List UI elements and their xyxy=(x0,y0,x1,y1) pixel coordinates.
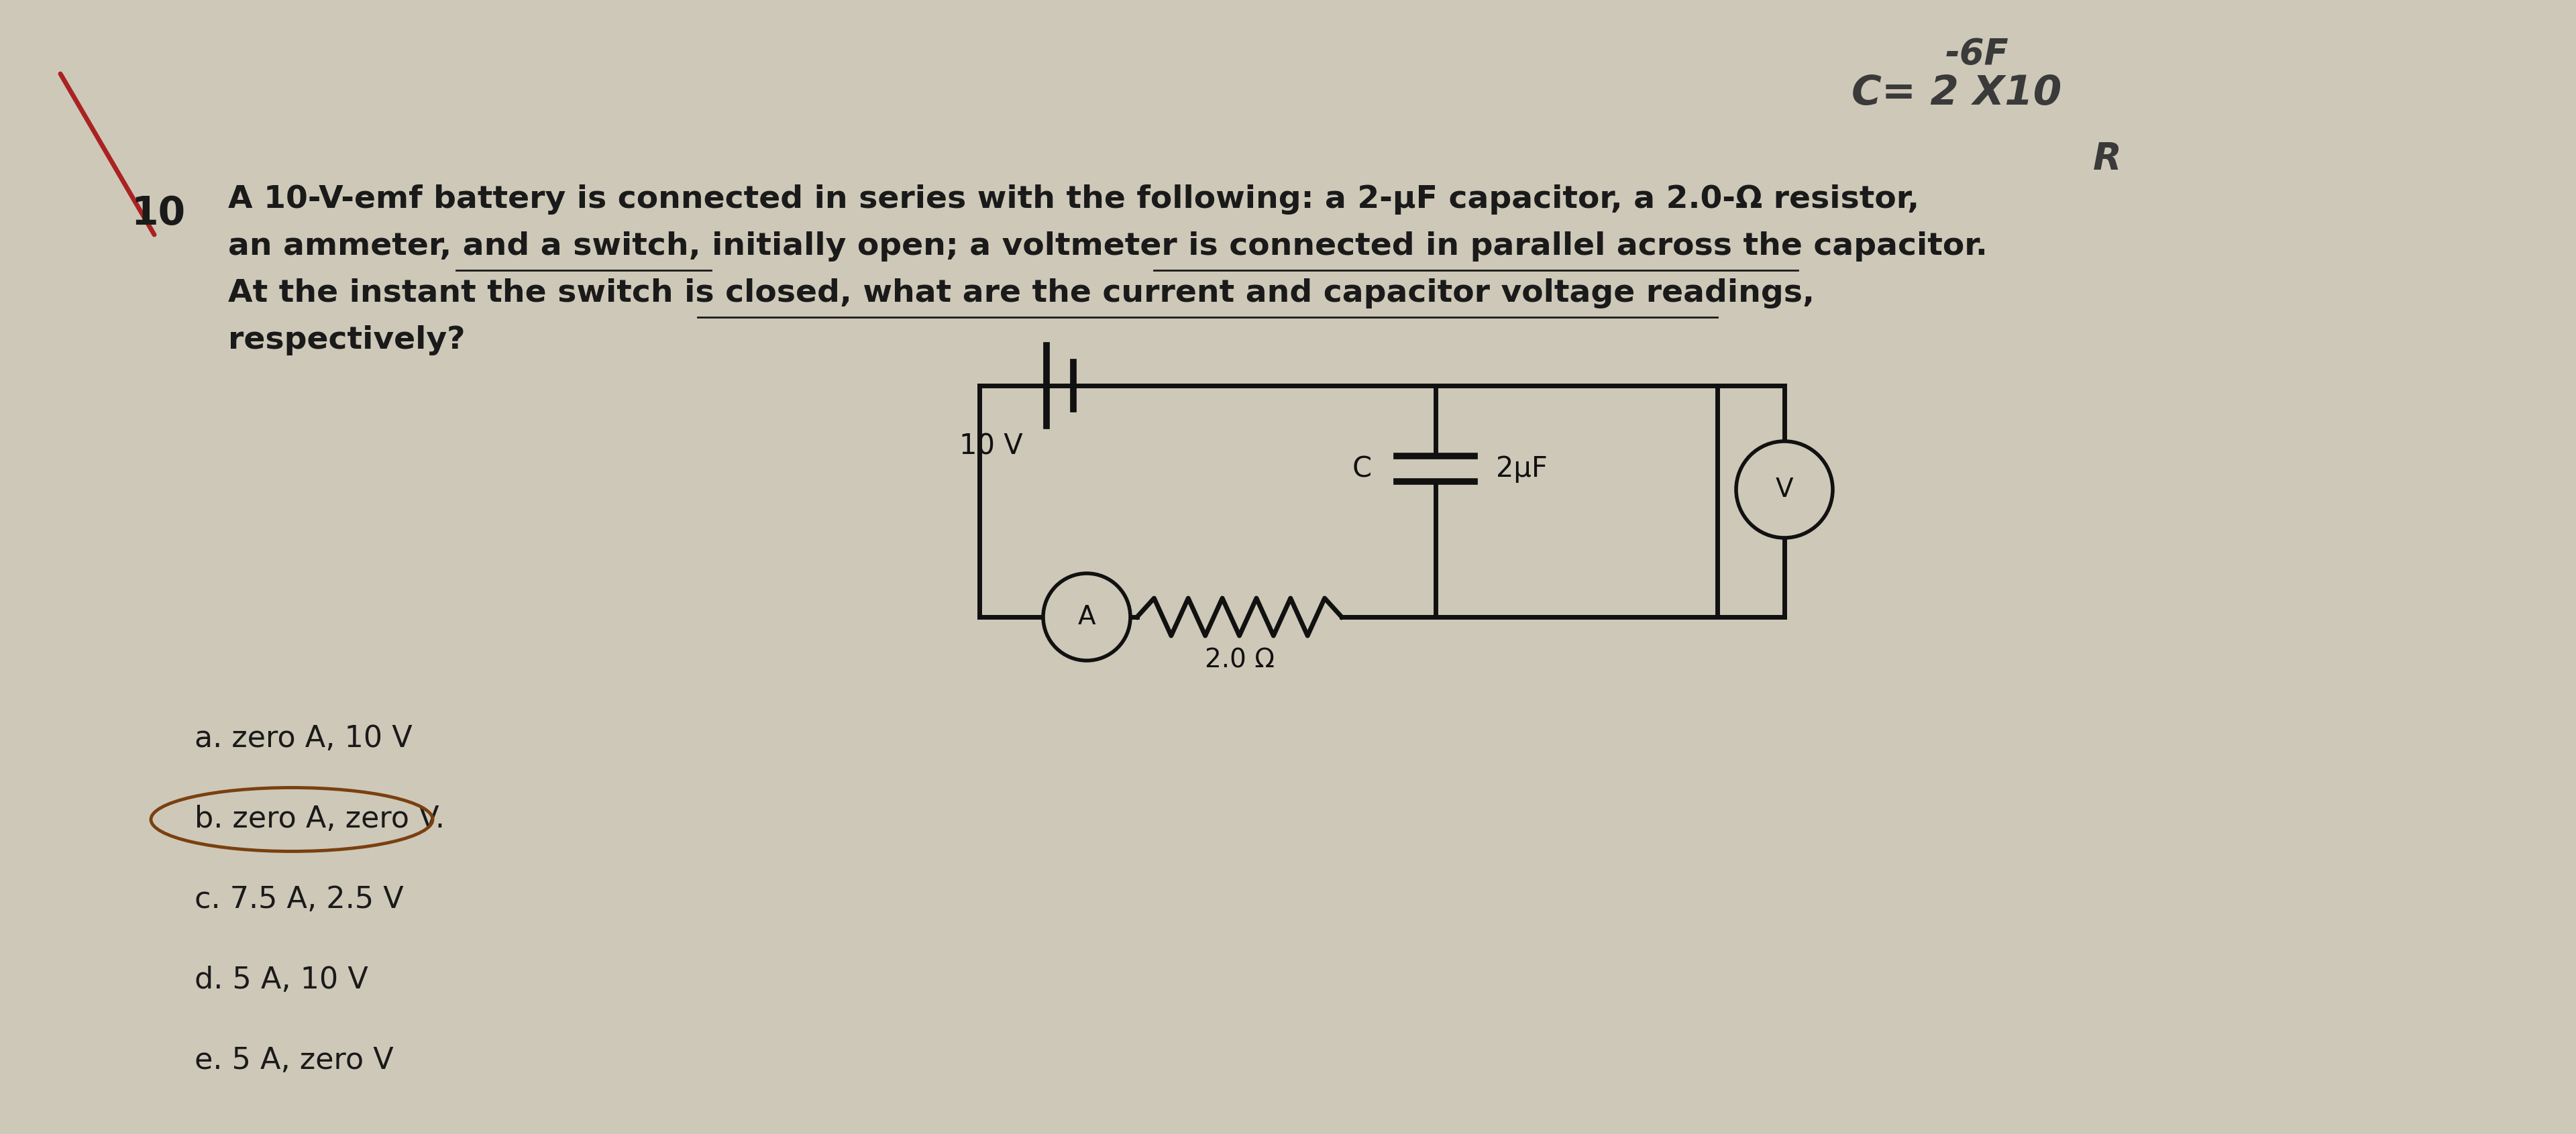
Text: c. 7.5 A, 2.5 V: c. 7.5 A, 2.5 V xyxy=(196,886,404,914)
Text: -6F: -6F xyxy=(1945,37,2009,71)
Text: an ammeter, and a switch, initially open; a voltmeter is connected in parallel a: an ammeter, and a switch, initially open… xyxy=(229,231,1989,262)
Text: At the instant the switch is closed, what are the current and capacitor voltage : At the instant the switch is closed, wha… xyxy=(229,278,1814,308)
Circle shape xyxy=(1736,441,1832,538)
Text: 2μF: 2μF xyxy=(1497,455,1548,483)
Text: A 10-V-emf battery is connected in series with the following: a 2-μF capacitor, : A 10-V-emf battery is connected in serie… xyxy=(229,185,1919,214)
Text: C= 2 X10: C= 2 X10 xyxy=(1852,74,2061,113)
Text: respectively?: respectively? xyxy=(229,325,466,355)
Text: V: V xyxy=(1775,476,1793,502)
Circle shape xyxy=(1043,574,1131,660)
Text: b. zero A, zero V.: b. zero A, zero V. xyxy=(196,805,446,833)
Text: 10: 10 xyxy=(131,194,185,232)
Text: C: C xyxy=(1352,455,1370,483)
Text: a. zero A, 10 V: a. zero A, 10 V xyxy=(196,725,412,753)
Text: A: A xyxy=(1077,604,1095,629)
Text: 10 V: 10 V xyxy=(958,432,1023,460)
Text: 2.0 Ω: 2.0 Ω xyxy=(1206,648,1275,672)
Text: d. 5 A, 10 V: d. 5 A, 10 V xyxy=(196,966,368,995)
Text: e. 5 A, zero V: e. 5 A, zero V xyxy=(196,1047,394,1075)
Text: R: R xyxy=(2092,141,2123,177)
